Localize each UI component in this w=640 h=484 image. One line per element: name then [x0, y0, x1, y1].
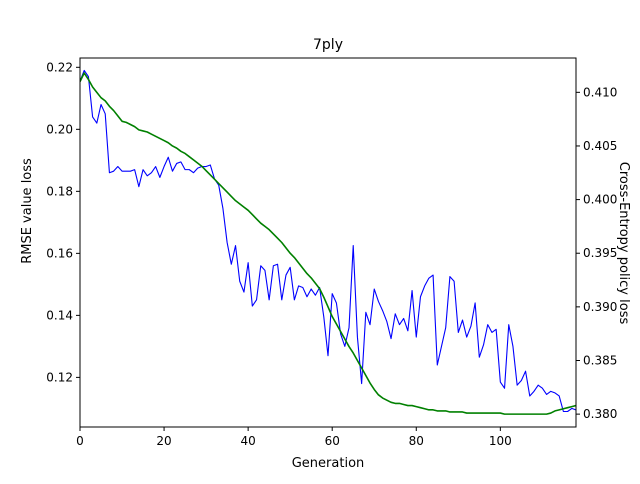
x-tick-label: 0 [76, 434, 84, 448]
x-tick-label: 100 [489, 434, 512, 448]
value-loss-line [80, 69, 576, 413]
y-tick-label: 0.12 [46, 370, 73, 384]
y2-tick-label: 0.400 [583, 193, 617, 207]
y-tick-label: 0.16 [46, 246, 73, 260]
y2-tick-label: 0.385 [583, 353, 617, 367]
y2-axis-label: Cross-Entropy policy loss [616, 162, 631, 325]
x-axis-label: Generation [292, 456, 365, 471]
chart-title: 7ply [313, 37, 343, 53]
y2-tick-label: 0.395 [583, 246, 617, 260]
y-axis-label: RMSE value loss [20, 158, 35, 264]
y-tick-label: 0.14 [46, 308, 73, 322]
x-tick-label: 80 [409, 434, 424, 448]
y2-tick-label: 0.405 [583, 139, 617, 153]
policy-loss-line [80, 72, 576, 415]
x-tick-label: 20 [156, 434, 171, 448]
y-tick-label: 0.18 [46, 184, 73, 198]
x-tick-label: 60 [325, 434, 340, 448]
x-tick-label: 40 [240, 434, 255, 448]
y-tick-label: 0.22 [46, 60, 73, 74]
y2-tick-label: 0.380 [583, 407, 617, 421]
y2-tick-label: 0.390 [583, 300, 617, 314]
axes-frame [79, 57, 577, 428]
y2-tick-label: 0.410 [583, 85, 617, 99]
plot-area: 0 20 40 60 80 100 0.12 0.14 0.16 0.18 0.20 0.22 0.38… [46, 57, 617, 448]
y-tick-label: 0.20 [46, 122, 73, 136]
